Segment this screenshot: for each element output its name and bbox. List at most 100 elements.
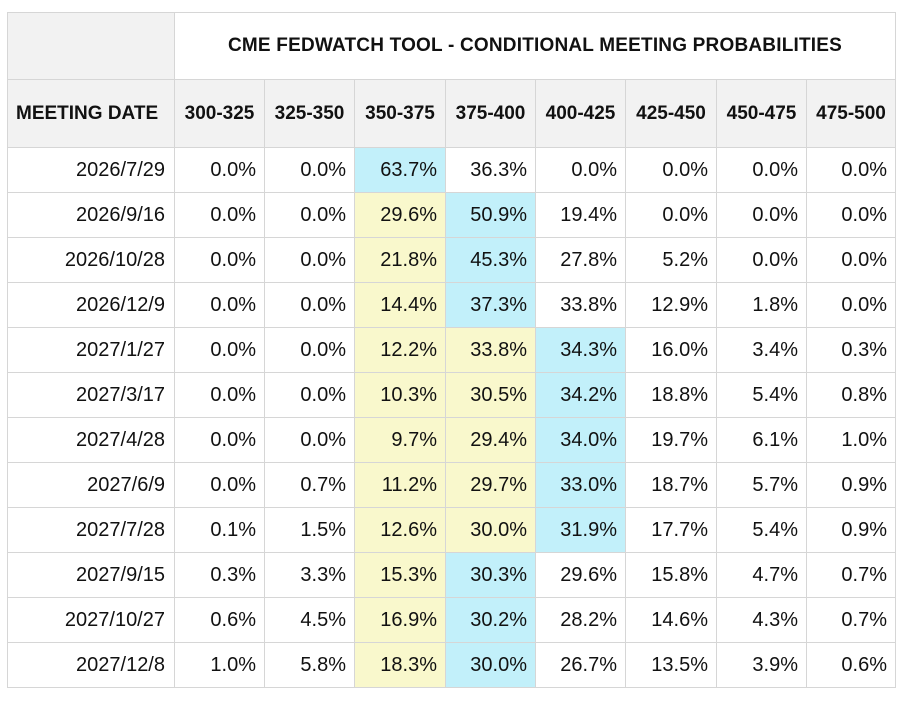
corner-cell <box>7 12 175 80</box>
column-header-row: MEETING DATE 300-325 325-350 350-375 375-40… <box>7 79 896 148</box>
probability-cell: 0.9% <box>806 462 896 508</box>
meeting-date-cell: 2027/10/27 <box>7 597 175 643</box>
probability-cell: 5.8% <box>264 642 355 688</box>
probability-cell: 9.7% <box>354 417 446 463</box>
probability-cell: 0.0% <box>264 372 355 418</box>
probability-cell: 34.3% <box>535 327 626 373</box>
probability-cell: 18.8% <box>625 372 717 418</box>
probability-cell: 0.0% <box>625 192 717 238</box>
probability-cell: 5.4% <box>716 507 807 553</box>
probability-cell: 0.0% <box>716 192 807 238</box>
probability-cell: 30.0% <box>445 642 536 688</box>
probability-cell: 0.0% <box>716 237 807 283</box>
probability-cell: 19.4% <box>535 192 626 238</box>
rate-range-header: 325-350 <box>264 79 355 148</box>
probability-cell: 4.3% <box>716 597 807 643</box>
probability-cell: 50.9% <box>445 192 536 238</box>
probability-cell: 0.0% <box>174 327 265 373</box>
rate-range-header: 475-500 <box>806 79 896 148</box>
meeting-date-cell: 2026/12/9 <box>7 282 175 328</box>
probability-cell: 30.2% <box>445 597 536 643</box>
table-row: 2026/9/16 0.0% 0.0% 29.6% 50.9% 19.4% 0.0% 0.0%… <box>7 192 896 238</box>
table-row: 2027/3/17 0.0% 0.0% 10.3% 30.5% 34.2% 18.8% 5.4… <box>7 372 896 418</box>
probability-cell: 17.7% <box>625 507 717 553</box>
rate-range-header: 375-400 <box>445 79 536 148</box>
probability-cell: 11.2% <box>354 462 446 508</box>
probability-cell: 5.7% <box>716 462 807 508</box>
table-row: 2027/9/15 0.3% 3.3% 15.3% 30.3% 29.6% 15.8% 4.7… <box>7 552 896 598</box>
probability-cell: 4.7% <box>716 552 807 598</box>
probability-cell: 0.8% <box>806 372 896 418</box>
probability-cell: 0.0% <box>806 237 896 283</box>
meeting-date-cell: 2027/1/27 <box>7 327 175 373</box>
rate-range-header: 400-425 <box>535 79 626 148</box>
meeting-date-cell: 2027/12/8 <box>7 642 175 688</box>
probability-cell: 0.6% <box>806 642 896 688</box>
probability-cell: 16.9% <box>354 597 446 643</box>
probability-cell: 0.0% <box>264 192 355 238</box>
probability-cell: 28.2% <box>535 597 626 643</box>
table-row: 2027/7/28 0.1% 1.5% 12.6% 30.0% 31.9% 17.7% 5.4… <box>7 507 896 553</box>
rate-range-header: 350-375 <box>354 79 446 148</box>
probability-cell: 63.7% <box>354 147 446 193</box>
meeting-date-cell: 2026/10/28 <box>7 237 175 283</box>
probability-cell: 1.5% <box>264 507 355 553</box>
probability-cell: 0.3% <box>806 327 896 373</box>
meeting-date-cell: 2026/7/29 <box>7 147 175 193</box>
probability-cell: 36.3% <box>445 147 536 193</box>
probability-cell: 0.0% <box>174 192 265 238</box>
table-row: 2027/4/28 0.0% 0.0% 9.7% 29.4% 34.0% 19.7% 6.1%… <box>7 417 896 463</box>
title-row: CME FEDWATCH TOOL - CONDITIONAL MEETING … <box>7 12 896 80</box>
fedwatch-probability-table: CME FEDWATCH TOOL - CONDITIONAL MEETING … <box>7 12 896 688</box>
probability-cell: 34.2% <box>535 372 626 418</box>
probability-cell: 0.9% <box>806 507 896 553</box>
probability-cell: 21.8% <box>354 237 446 283</box>
meeting-date-cell: 2027/3/17 <box>7 372 175 418</box>
table-body: 2026/7/29 0.0% 0.0% 63.7% 36.3% 0.0% 0.0% 0.0% 0… <box>7 147 896 688</box>
probability-cell: 30.5% <box>445 372 536 418</box>
table-row: 2026/12/9 0.0% 0.0% 14.4% 37.3% 33.8% 12.9% 1.8… <box>7 282 896 328</box>
rate-range-header: 450-475 <box>716 79 807 148</box>
probability-cell: 12.2% <box>354 327 446 373</box>
probability-cell: 0.0% <box>264 282 355 328</box>
probability-cell: 13.5% <box>625 642 717 688</box>
probability-cell: 0.0% <box>535 147 626 193</box>
probability-cell: 0.0% <box>264 417 355 463</box>
probability-cell: 0.7% <box>264 462 355 508</box>
probability-cell: 45.3% <box>445 237 536 283</box>
probability-cell: 37.3% <box>445 282 536 328</box>
probability-cell: 0.0% <box>174 282 265 328</box>
probability-cell: 3.9% <box>716 642 807 688</box>
probability-cell: 5.4% <box>716 372 807 418</box>
probability-cell: 18.7% <box>625 462 717 508</box>
probability-cell: 14.6% <box>625 597 717 643</box>
probability-cell: 0.0% <box>716 147 807 193</box>
probability-cell: 1.0% <box>806 417 896 463</box>
table-row: 2027/12/8 1.0% 5.8% 18.3% 30.0% 26.7% 13.5% 3.9… <box>7 642 896 688</box>
table-title: CME FEDWATCH TOOL - CONDITIONAL MEETING … <box>174 12 896 80</box>
probability-cell: 18.3% <box>354 642 446 688</box>
probability-cell: 3.4% <box>716 327 807 373</box>
table-row: 2026/7/29 0.0% 0.0% 63.7% 36.3% 0.0% 0.0% 0.0% 0… <box>7 147 896 193</box>
probability-cell: 0.7% <box>806 597 896 643</box>
probability-cell: 29.6% <box>354 192 446 238</box>
probability-cell: 0.0% <box>174 372 265 418</box>
probability-cell: 30.0% <box>445 507 536 553</box>
meeting-date-cell: 2027/9/15 <box>7 552 175 598</box>
probability-cell: 27.8% <box>535 237 626 283</box>
fedwatch-table-container: CME FEDWATCH TOOL - CONDITIONAL MEETING … <box>7 12 896 688</box>
probability-cell: 0.0% <box>264 237 355 283</box>
probability-cell: 0.3% <box>174 552 265 598</box>
meeting-date-cell: 2026/9/16 <box>7 192 175 238</box>
probability-cell: 0.0% <box>174 462 265 508</box>
table-row: 2027/10/27 0.6% 4.5% 16.9% 30.2% 28.2% 14.6% 4.… <box>7 597 896 643</box>
probability-cell: 33.8% <box>445 327 536 373</box>
probability-cell: 0.0% <box>264 327 355 373</box>
probability-cell: 0.0% <box>625 147 717 193</box>
probability-cell: 0.1% <box>174 507 265 553</box>
table-row: 2027/6/9 0.0% 0.7% 11.2% 29.7% 33.0% 18.7% 5.7%… <box>7 462 896 508</box>
probability-cell: 16.0% <box>625 327 717 373</box>
rate-range-header: 425-450 <box>625 79 717 148</box>
probability-cell: 6.1% <box>716 417 807 463</box>
probability-cell: 0.0% <box>174 237 265 283</box>
